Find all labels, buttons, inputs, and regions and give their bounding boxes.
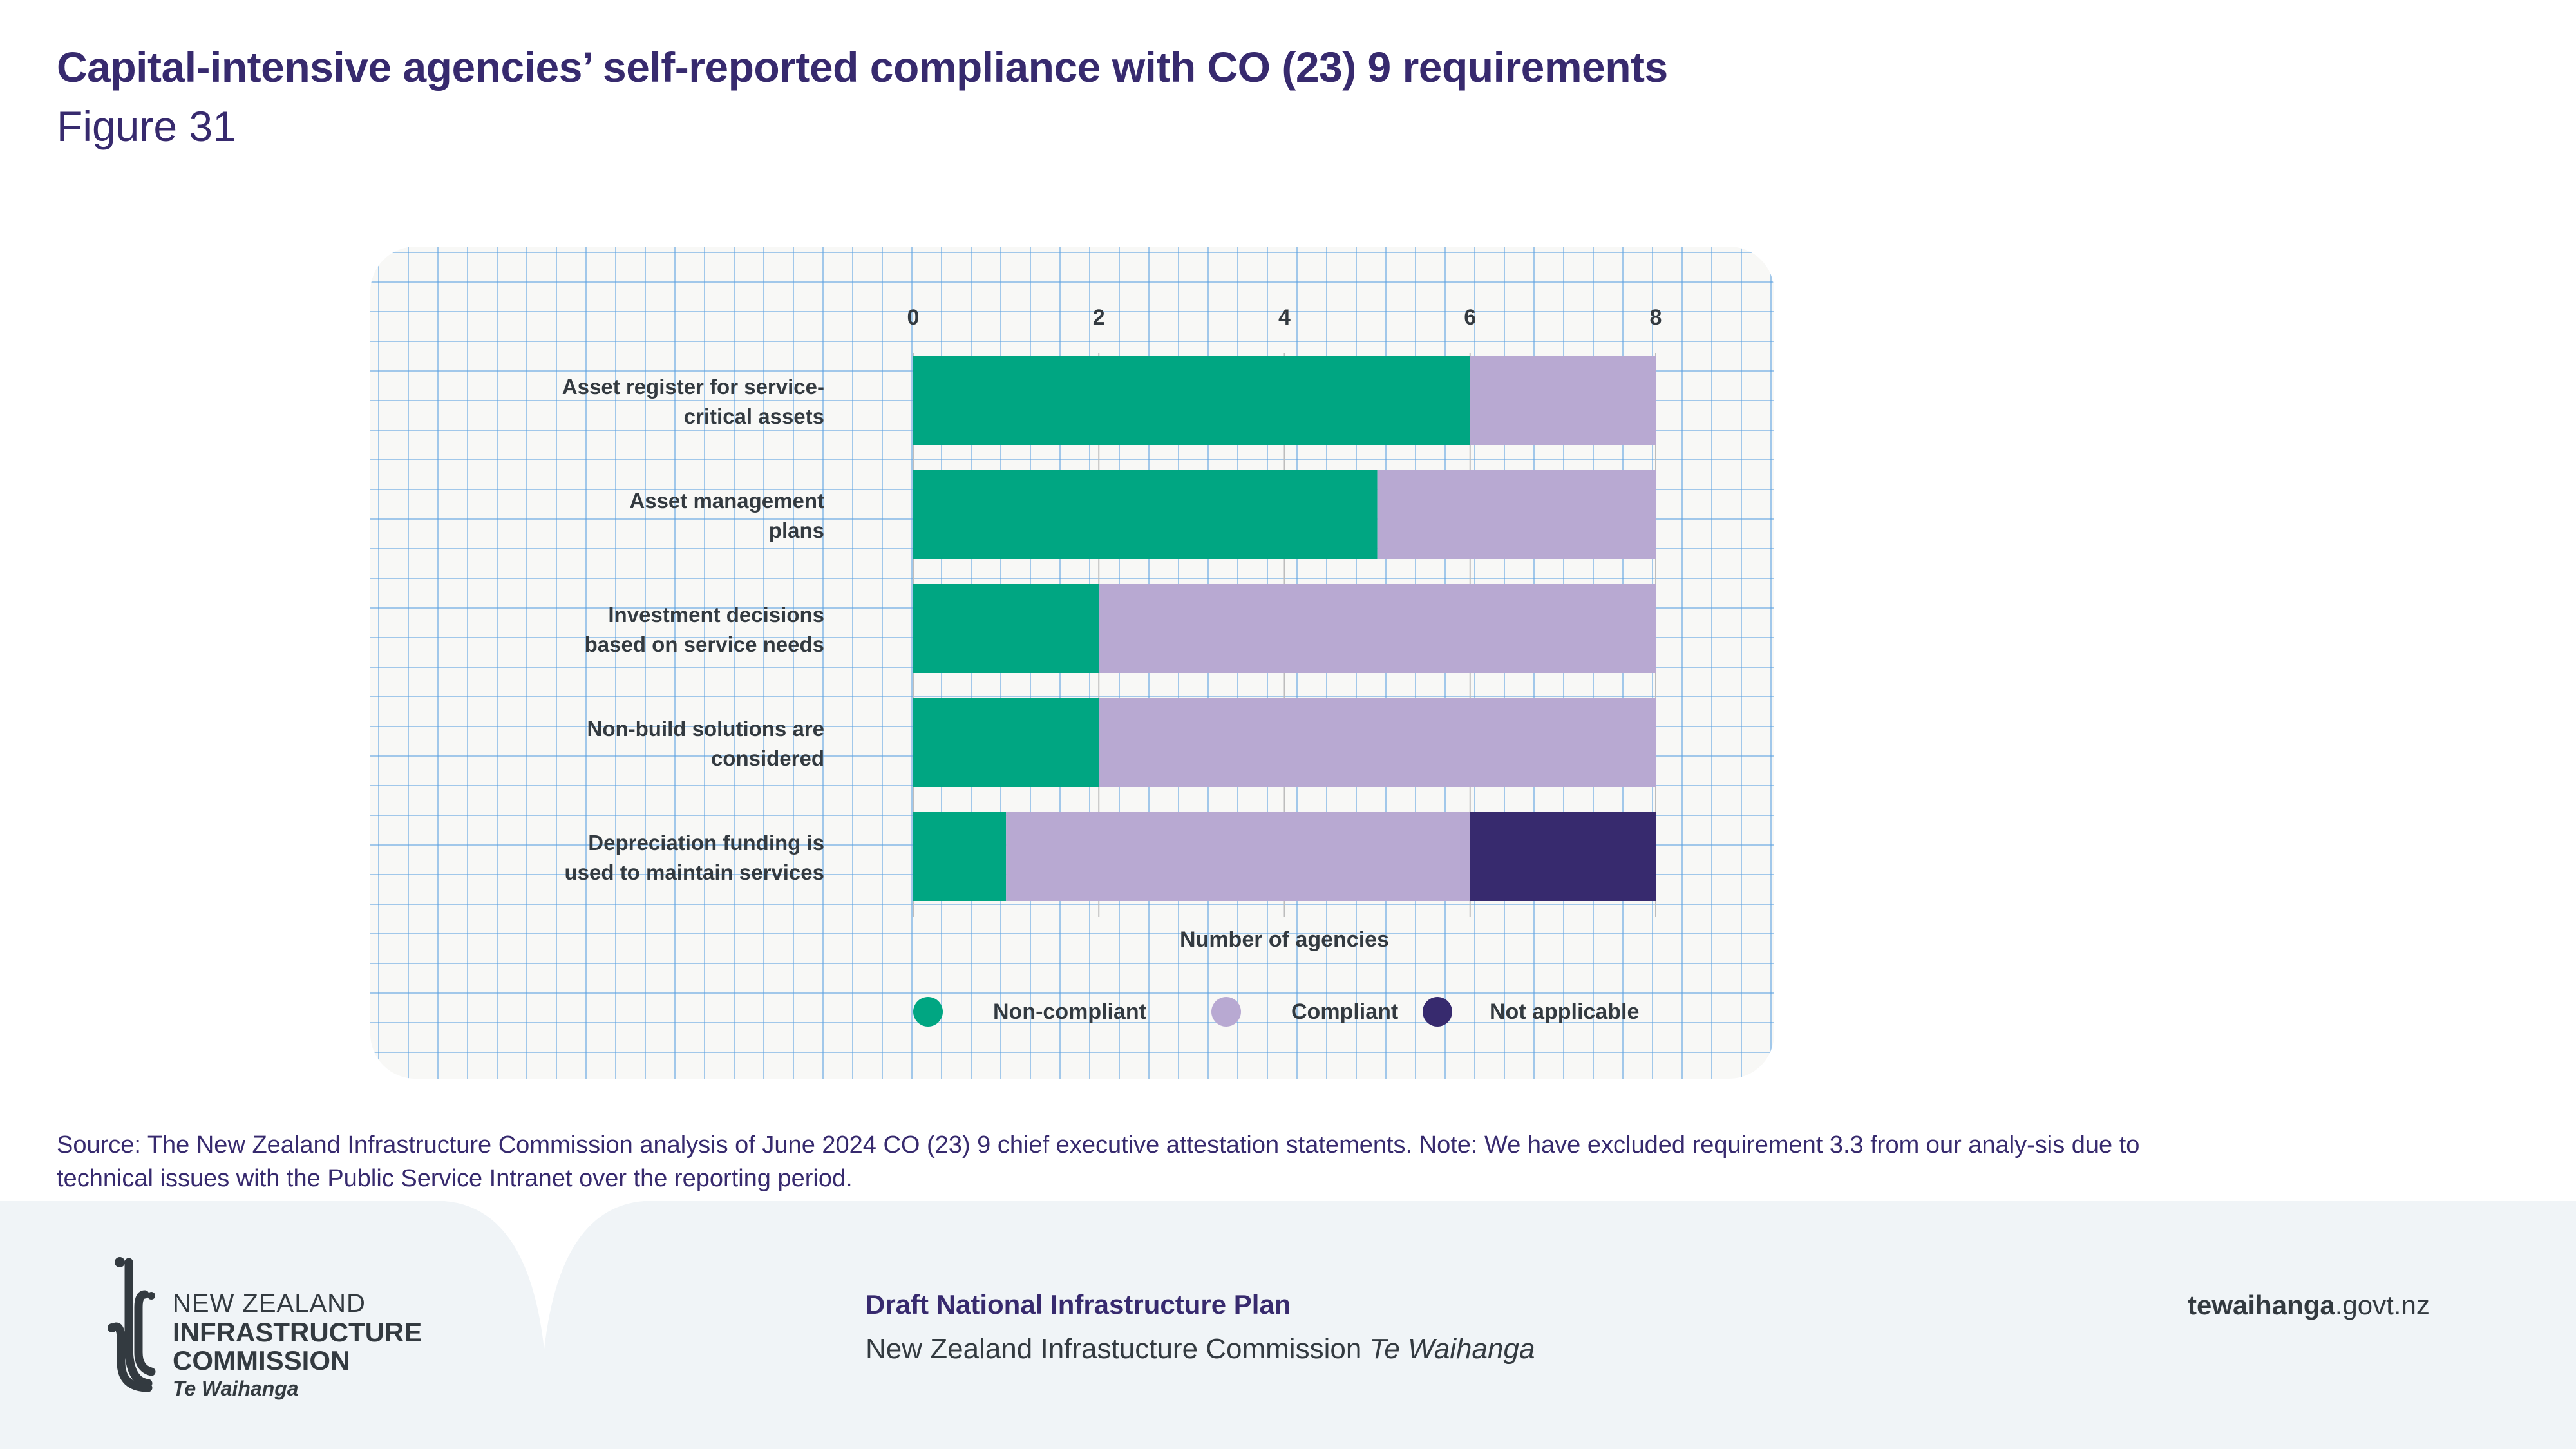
bar-segment-non-compliant [913,812,1007,901]
category-label: Asset register for service- [562,375,824,399]
legend-label: Non-compliant [993,999,1146,1024]
logo-line-4: Te Waihanga [173,1377,299,1400]
logo-line-2: INFRASTRUCTURE [173,1317,422,1347]
bar-segment-compliant [1099,584,1656,673]
chart-panel: 0 2 4 6 8 Asset register for service-critical… [370,247,1774,1079]
x-tick-label: 2 [1093,305,1105,330]
x-tick-label: 0 [907,305,920,330]
category-label: critical assets [684,404,824,428]
nzic-logo-icon [108,1257,156,1392]
source-note: Source: The New Zealand Infrastructure C… [57,1132,2140,1192]
bar-segment-non-compliant [913,698,1099,787]
website-domain-rest: .govt.nz [2334,1290,2430,1320]
x-tick-label: 4 [1278,305,1291,330]
category-label: Investment decisions [608,603,824,627]
category-label: Depreciation funding is [588,831,824,855]
category-label: plans [769,518,824,542]
bar-segment-non-compliant [913,470,1378,559]
x-axis-title: Number of agencies [1180,927,1389,952]
bar-segment-compliant [1470,356,1656,445]
x-tick-label: 8 [1650,305,1662,330]
organisation-maori: Te Waihanga [1369,1333,1535,1365]
organisation-name: New Zealand Infrastucture Commission Te … [866,1333,1535,1365]
logo-line-3: COMMISSION [173,1345,350,1376]
nzic-logo-text: NEW ZEALAND INFRASTRUCTURE COMMISSION Te… [173,1291,422,1399]
legend-label: Not applicable [1490,999,1639,1024]
category-label: based on service needs [585,632,824,656]
x-tick-label: 6 [1464,305,1476,330]
website-link[interactable]: tewaihanga.govt.nz [2188,1290,2430,1321]
bar-segment-compliant [1099,698,1656,787]
legend-swatch [913,997,943,1027]
category-label: considered [711,746,824,770]
category-label: Asset management [629,489,824,513]
bar-segment-compliant [1377,470,1656,559]
category-label: used to maintain services [565,860,825,884]
legend-swatch [1211,997,1241,1027]
website-domain-bold: tewaihanga [2188,1290,2335,1320]
bar-segment-non-compliant [913,356,1470,445]
footer-background [0,1201,2576,1449]
figure-label: Figure 31 [57,102,236,150]
category-label: Non-build solutions are [587,717,825,741]
stacked-bar-chart: 0 2 4 6 8 Asset register for service-critical… [562,305,1662,1027]
legend-swatch [1423,997,1452,1027]
document-title: Draft National Infrastructure Plan [866,1289,1291,1320]
bar-segment-non-compliant [913,584,1099,673]
bar-segment-compliant [1006,812,1470,901]
organisation-english: New Zealand Infrastucture Commission [866,1333,1362,1365]
chart-title: Capital-intensive agencies’ self-reporte… [57,43,1668,91]
bar-segment-not-applicable [1470,812,1656,901]
logo-line-1: NEW ZEALAND [173,1289,366,1318]
legend-label: Compliant [1291,999,1398,1024]
